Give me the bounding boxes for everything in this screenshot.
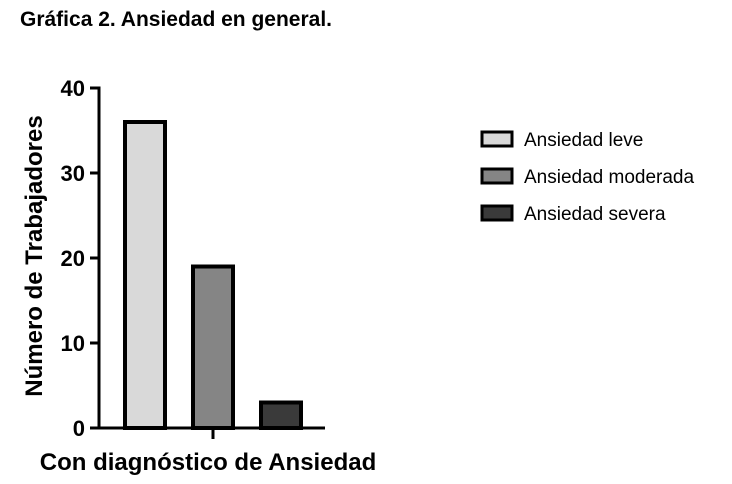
legend: Ansiedad leve Ansiedad moderada Ansiedad s… — [480, 130, 694, 225]
legend-swatch — [480, 130, 514, 148]
bar-3 — [259, 400, 303, 430]
y-axis-label: Número de Trabajadores — [21, 115, 48, 396]
y-tick-label: 10 — [61, 331, 85, 356]
legend-label: Ansiedad moderada — [524, 167, 694, 188]
y-tick-label: 30 — [61, 161, 85, 186]
legend-swatch — [480, 167, 514, 185]
y-tick-label: 0 — [73, 416, 85, 441]
y-tick-label: 40 — [61, 76, 85, 101]
legend-swatch — [480, 204, 514, 222]
legend-label: Ansiedad severa — [524, 204, 666, 225]
bar-2 — [191, 264, 235, 430]
legend-label: Ansiedad leve — [524, 130, 643, 151]
y-tick-label: 20 — [61, 246, 85, 271]
y-axis: 0 10 20 30 40 — [61, 76, 101, 441]
chart-title: Gráfica 2. Ansiedad en general. — [20, 8, 333, 31]
x-axis-label: Con diagnóstico de Ansiedad — [40, 449, 376, 476]
bars — [123, 120, 303, 430]
bar-1 — [123, 120, 167, 430]
